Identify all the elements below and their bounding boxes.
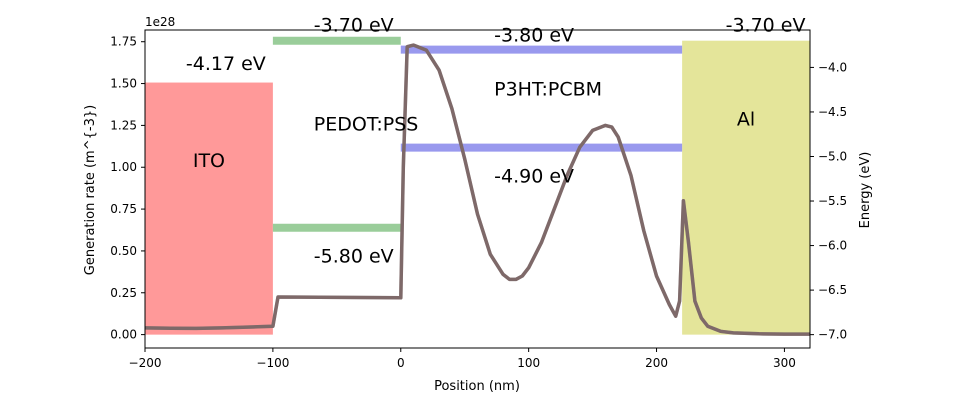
y-right-tick-label-0: −7.0 [818, 328, 847, 342]
y-tick-label-6: 1.50 [110, 77, 137, 91]
axes: −200 −100 0 100 200 300 0.00 0.25 0.50 0.75 1.00 1.… [110, 29, 847, 370]
y-tick-label-2: 0.50 [110, 244, 137, 258]
energy-band-lines [272, 36, 683, 232]
generation-curve-group [144, 43, 810, 336]
y-tick-label-5: 1.25 [110, 118, 137, 132]
y-right-tick-label-6: −4.0 [818, 60, 847, 74]
x-tick-label-5: 300 [773, 356, 796, 370]
energy-label-3: -3.80 eV [494, 25, 574, 47]
x-tick-label-3: 100 [517, 356, 540, 370]
y-tick-label-4: 1.00 [110, 160, 137, 174]
x-tick-label-1: −100 [256, 356, 289, 370]
layer-label-2: P3HT:PCBM [494, 78, 602, 100]
plot-frame [144, 29, 811, 349]
energy-label-1: -3.70 eV [314, 15, 394, 37]
layer-label-3: Al [737, 108, 755, 130]
y-right-axis-label: Energy (eV) [858, 152, 873, 229]
x-tick-label-0: −200 [129, 356, 162, 370]
y-right-tick-label-2: −6.0 [818, 239, 847, 253]
layer-rectangles [145, 40, 810, 335]
chart-labels: -4.17 eV -3.70 eV -5.80 eV -3.80 eV -4.90 eV… [186, 15, 806, 268]
y-tick-label-0: 0.00 [110, 328, 137, 342]
energy-label-2: -5.80 eV [314, 246, 394, 268]
offset-label: 1e28 [145, 15, 175, 29]
y-right-tick-label-4: −5.0 [818, 149, 847, 163]
energy-label-5: -3.70 eV [726, 15, 806, 37]
y-axis-label: Generation rate (m^{-3}) [83, 105, 98, 275]
x-axis-label: Position (nm) [434, 379, 520, 394]
electrode-rect-0 [145, 82, 273, 335]
y-tick-label-1: 0.25 [110, 286, 137, 300]
x-tick-label-2: 0 [397, 356, 405, 370]
electrode-rect-5 [682, 40, 810, 335]
y-right-tick-label-5: −4.5 [818, 105, 847, 119]
energy-label-0: -4.17 eV [186, 53, 266, 75]
y-tick-label-3: 0.75 [110, 202, 137, 216]
x-tick-label-4: 200 [645, 356, 668, 370]
layer-label-1: PEDOT:PSS [314, 113, 419, 135]
generation-rate-line [144, 43, 810, 336]
generation-rate-line-overlay [144, 43, 810, 336]
y-tick-label-7: 1.75 [110, 35, 137, 49]
energy-label-4: -4.90 eV [494, 165, 574, 187]
y-right-tick-label-3: −5.5 [818, 194, 847, 208]
y-right-tick-label-1: −6.5 [818, 283, 847, 297]
layer-label-0: ITO [193, 150, 225, 172]
